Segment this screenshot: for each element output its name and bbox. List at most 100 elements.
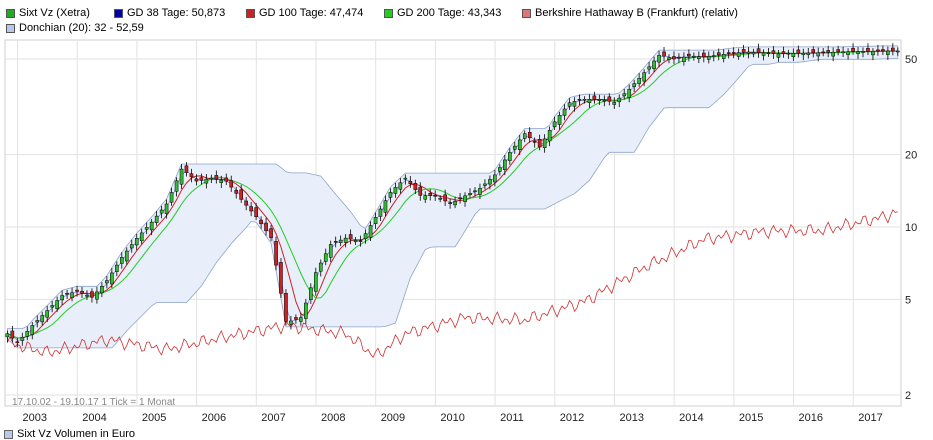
- candle: [433, 195, 437, 197]
- legend-item-gd200[interactable]: GD 200 Tage: 43,343: [384, 7, 501, 19]
- candle: [622, 93, 627, 97]
- candle: [547, 130, 552, 142]
- legend-swatch-donchian: [6, 23, 15, 33]
- date-range-note: 17.10.02 - 19.10.17 1 Tick = 1 Monat: [12, 397, 176, 408]
- candle: [677, 56, 681, 59]
- candle: [284, 293, 288, 322]
- candle: [458, 197, 462, 200]
- candle: [120, 257, 124, 264]
- candle: [299, 317, 303, 322]
- candle: [189, 173, 194, 178]
- candle: [80, 290, 84, 294]
- y-tick-label: 10: [905, 222, 917, 234]
- y-tick-label: 5: [905, 294, 911, 306]
- legend-swatch-berkshire: [522, 8, 531, 18]
- candle: [811, 49, 816, 54]
- candle: [358, 240, 363, 242]
- candle: [10, 330, 15, 339]
- candle: [592, 95, 597, 100]
- candle: [483, 183, 487, 186]
- candle: [776, 53, 781, 58]
- candle: [587, 99, 592, 103]
- legend-item-berkshire[interactable]: Berkshire Hathaway B (Frankfurt) (relati…: [522, 7, 738, 19]
- candle: [348, 234, 353, 240]
- candle: [463, 195, 467, 203]
- candle: [20, 336, 25, 341]
- candle: [876, 49, 880, 52]
- candle: [716, 52, 721, 56]
- candle: [503, 159, 507, 170]
- candle: [25, 331, 30, 337]
- candle: [274, 241, 278, 266]
- candle: [741, 49, 746, 53]
- candle: [577, 99, 582, 101]
- candle: [149, 221, 154, 231]
- candle: [398, 182, 403, 190]
- candle: [413, 183, 418, 190]
- candle: [164, 203, 169, 214]
- x-tick-label: 2004: [82, 412, 106, 424]
- legend-swatch-gd100: [246, 8, 255, 18]
- candle: [861, 51, 865, 53]
- candle: [562, 108, 567, 116]
- candle: [139, 232, 144, 242]
- candle: [498, 167, 502, 172]
- candle: [493, 174, 497, 183]
- candle: [866, 48, 870, 52]
- candle: [90, 291, 94, 298]
- candle: [124, 250, 129, 262]
- candle: [786, 52, 791, 55]
- candle: [443, 194, 447, 202]
- legend-item-gd38[interactable]: GD 38 Tage: 50,873: [114, 7, 225, 19]
- candle: [428, 193, 433, 196]
- candle: [488, 179, 492, 185]
- candle: [194, 178, 199, 182]
- x-tick-label: 2005: [142, 412, 166, 424]
- legend-item-gd100[interactable]: GD 100 Tage: 47,474: [246, 7, 363, 19]
- candle: [468, 193, 472, 196]
- donchian-band: [7, 45, 899, 349]
- candle: [657, 54, 661, 63]
- legend-item-donchian[interactable]: Donchian (20): 32 - 52,59: [6, 22, 144, 34]
- x-tick-label: 2008: [321, 412, 345, 424]
- candle: [45, 310, 49, 318]
- candle: [761, 52, 766, 56]
- candle: [612, 102, 617, 105]
- candle: [816, 52, 821, 57]
- candle: [552, 121, 557, 128]
- x-tick-label: 2010: [440, 412, 464, 424]
- candle: [224, 177, 229, 182]
- candle: [711, 55, 716, 57]
- candle: [60, 295, 64, 301]
- legend-item-sixt[interactable]: Sixt Vz (Xetra): [6, 7, 90, 19]
- candle: [796, 49, 801, 54]
- candle: [826, 50, 830, 53]
- candle: [706, 56, 711, 60]
- candle: [134, 238, 139, 246]
- candle: [264, 222, 268, 232]
- candle: [751, 52, 756, 55]
- legend-swatch-gd200: [384, 8, 393, 18]
- candle: [229, 180, 234, 188]
- candle: [567, 102, 572, 107]
- x-tick-label: 2007: [261, 412, 285, 424]
- candle: [30, 325, 35, 335]
- candle: [159, 209, 164, 214]
- candle: [572, 101, 577, 107]
- candle: [522, 133, 527, 139]
- volume-label: Sixt Vz Volumen in Euro: [17, 428, 136, 440]
- candle: [174, 180, 179, 192]
- candle: [841, 51, 845, 54]
- candle: [517, 139, 522, 150]
- candle: [309, 287, 313, 301]
- candle: [846, 51, 850, 55]
- x-tick-label: 2003: [23, 412, 47, 424]
- candle: [597, 99, 602, 101]
- candle: [766, 52, 771, 55]
- candle: [697, 56, 701, 60]
- candle: [234, 190, 239, 194]
- candle: [65, 292, 69, 295]
- legend-label-gd38: GD 38 Tage: 50,873: [127, 7, 226, 19]
- candle: [512, 145, 517, 150]
